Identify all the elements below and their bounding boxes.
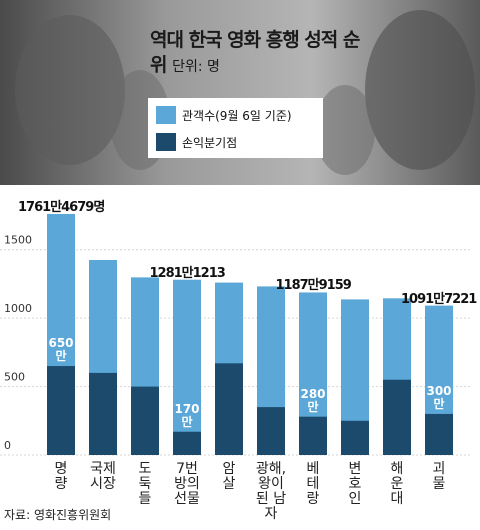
y-tick-label: 0 bbox=[4, 439, 11, 452]
y-tick-label: 500 bbox=[4, 371, 25, 384]
bar bbox=[299, 416, 327, 455]
x-tick-label: 암살 bbox=[222, 461, 236, 492]
bar bbox=[173, 279, 201, 455]
bar bbox=[131, 386, 159, 455]
x-tick-label: 도둑들 bbox=[138, 461, 152, 507]
value-label: 1187만9159 bbox=[275, 278, 352, 294]
x-tick-label: 명량 bbox=[54, 461, 68, 492]
photo-figure bbox=[365, 10, 475, 170]
value-label: 650만 bbox=[48, 336, 74, 364]
x-tick-label: 7번방의 선물 bbox=[174, 461, 200, 507]
unit-label: 단위: 명 bbox=[172, 59, 220, 75]
x-tick-label: 괴물 bbox=[432, 461, 446, 492]
bar bbox=[173, 431, 201, 455]
bar bbox=[383, 379, 411, 455]
bar bbox=[89, 372, 117, 455]
legend-label: 관객수(9월 6일 기준) bbox=[182, 109, 292, 123]
bar bbox=[215, 363, 243, 455]
value-label: 1091만7221 bbox=[401, 291, 477, 307]
y-tick-label: 1500 bbox=[4, 234, 32, 247]
value-label: 280만 bbox=[300, 386, 326, 414]
chart-title: 역대 한국 영화 흥행 성적 순위 bbox=[150, 29, 360, 76]
x-tick-label: 해운대 bbox=[390, 461, 404, 507]
bar bbox=[341, 420, 369, 455]
legend-label: 손익분기점 bbox=[182, 136, 238, 150]
x-tick-label: 변호인 bbox=[348, 461, 362, 507]
photo-figure bbox=[15, 15, 125, 165]
source: 자료: 영화진흥위원회 bbox=[4, 508, 112, 522]
chart-title-block: 역대 한국 영화 흥행 성적 순위 단위: 명 bbox=[150, 28, 360, 80]
legend-swatch bbox=[156, 133, 176, 151]
photo-figure bbox=[315, 85, 375, 175]
legend-box bbox=[148, 98, 323, 158]
bar bbox=[47, 366, 75, 455]
value-label: 1761만4679명 bbox=[18, 199, 105, 215]
bar bbox=[257, 407, 285, 455]
y-tick-label: 1000 bbox=[4, 302, 32, 315]
x-tick-label: 베테랑 bbox=[306, 461, 320, 507]
value-label: 300만 bbox=[426, 383, 452, 411]
value-label: 1281만1213 bbox=[149, 265, 226, 281]
bar bbox=[425, 413, 453, 455]
value-label: 170만 bbox=[174, 401, 200, 429]
x-tick-label: 광해, 왕이 된 남자 bbox=[255, 461, 287, 522]
legend-swatch bbox=[156, 106, 176, 124]
x-tick-label: 국제시장 bbox=[90, 461, 116, 492]
